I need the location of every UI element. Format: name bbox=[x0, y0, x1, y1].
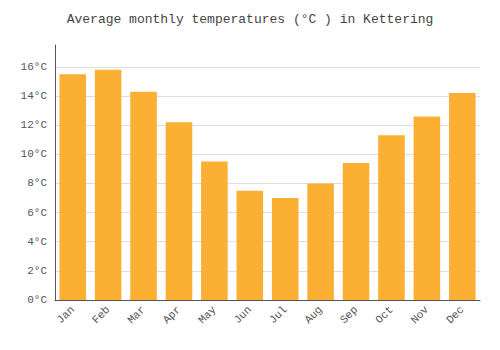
svg-text:Aug: Aug bbox=[302, 304, 324, 326]
svg-text:Apr: Apr bbox=[161, 304, 183, 326]
svg-text:Nov: Nov bbox=[409, 303, 432, 326]
svg-text:Oct: Oct bbox=[373, 304, 395, 326]
svg-text:Dec: Dec bbox=[444, 304, 466, 326]
svg-text:4°C: 4°C bbox=[27, 236, 47, 248]
svg-text:Jan: Jan bbox=[54, 304, 76, 326]
svg-text:Feb: Feb bbox=[90, 304, 112, 326]
svg-text:8°C: 8°C bbox=[27, 177, 47, 189]
svg-text:14°C: 14°C bbox=[21, 90, 48, 102]
svg-text:Mar: Mar bbox=[125, 304, 147, 326]
svg-text:10°C: 10°C bbox=[21, 148, 48, 160]
svg-text:Average monthly temperatures (: Average monthly temperatures (°C ) in Ke… bbox=[67, 12, 434, 27]
svg-text:12°C: 12°C bbox=[21, 119, 48, 131]
svg-text:16°C: 16°C bbox=[21, 61, 48, 73]
svg-text:0°C: 0°C bbox=[27, 294, 47, 306]
svg-text:2°C: 2°C bbox=[27, 265, 47, 277]
svg-text:Jul: Jul bbox=[267, 304, 289, 326]
svg-text:Sep: Sep bbox=[338, 304, 360, 326]
svg-text:May: May bbox=[196, 303, 219, 326]
svg-text:6°C: 6°C bbox=[27, 207, 47, 219]
svg-text:Jun: Jun bbox=[232, 304, 254, 326]
